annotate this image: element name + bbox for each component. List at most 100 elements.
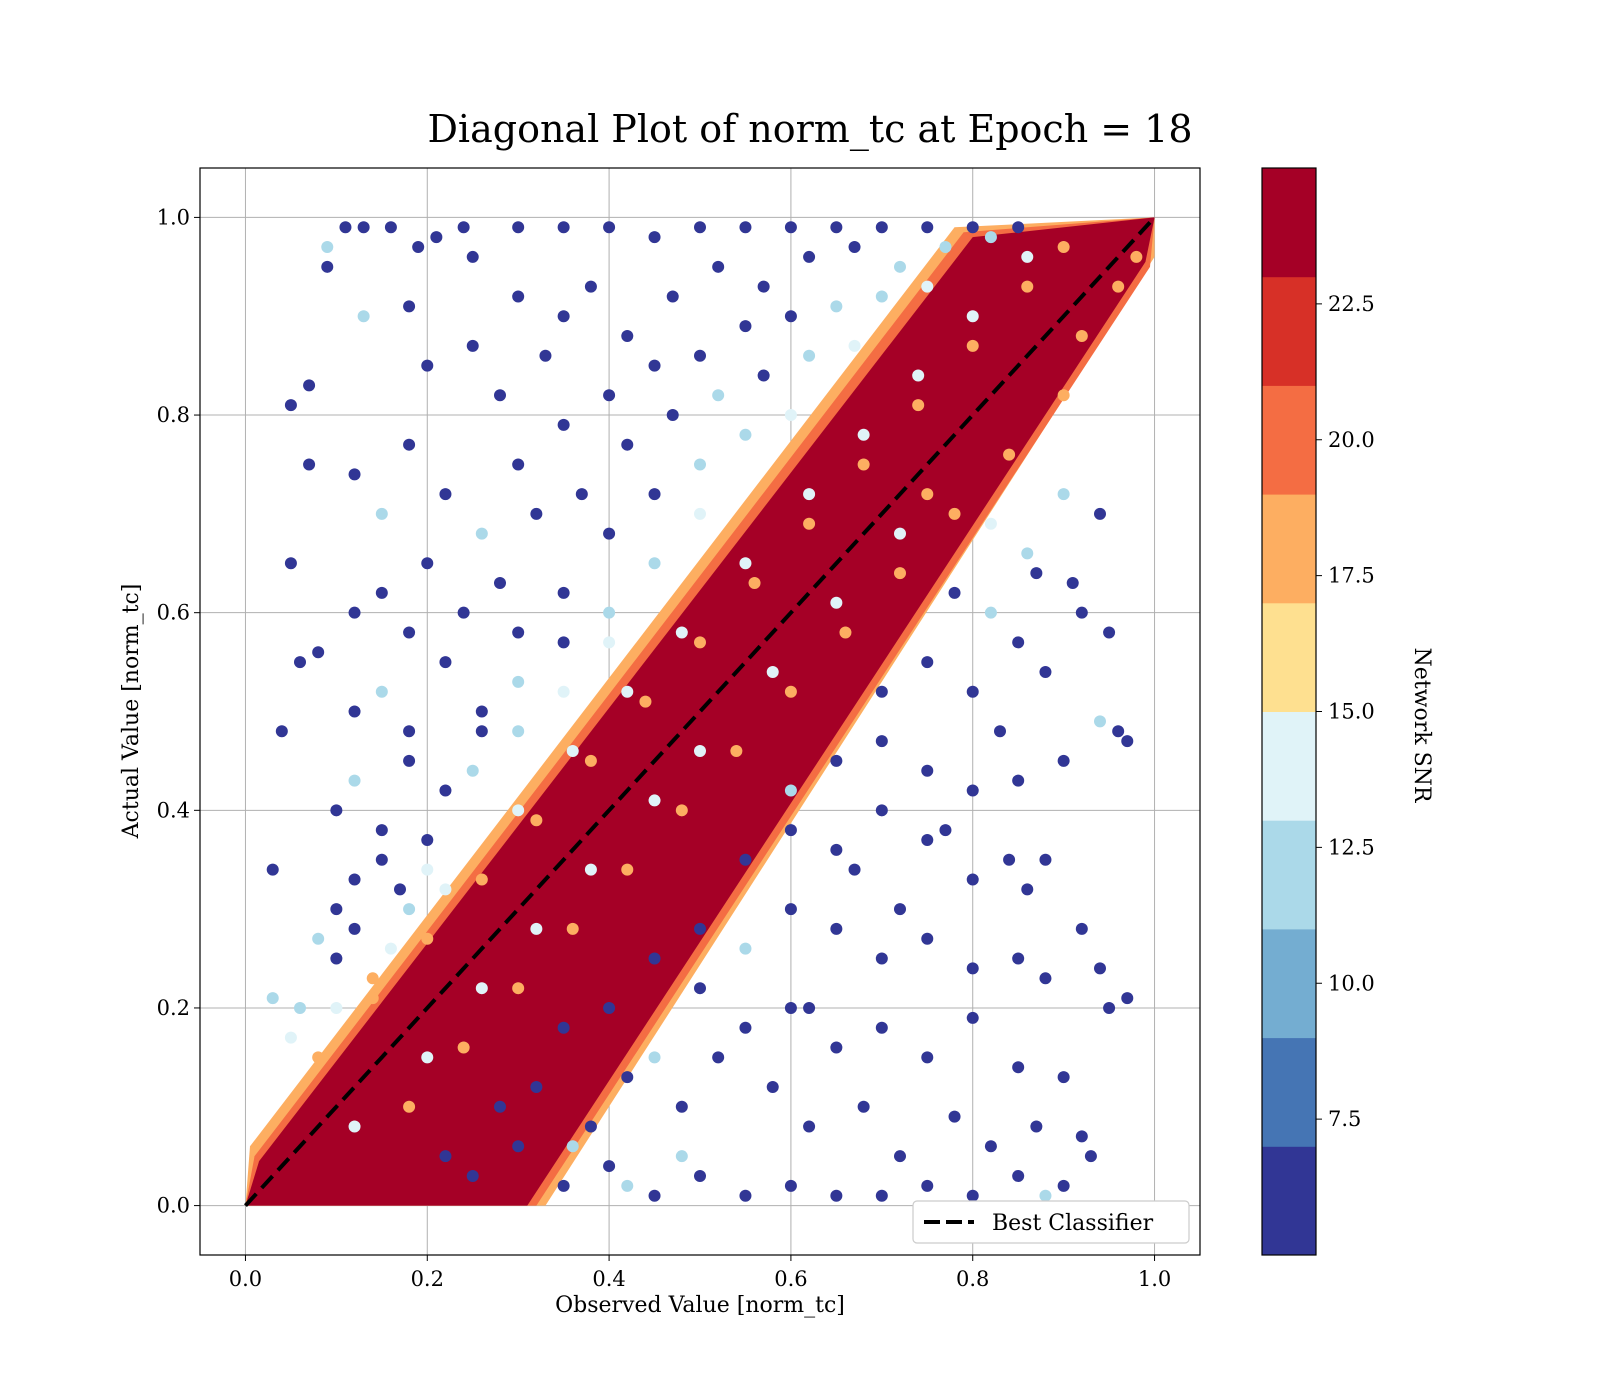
- data-point-22: [694, 221, 706, 234]
- data-point-268: [966, 339, 979, 352]
- data-point-239: [330, 1001, 343, 1014]
- data-point-229: [621, 685, 634, 698]
- data-point-119: [512, 1140, 525, 1153]
- data-point-32: [512, 290, 525, 303]
- data-point-182: [784, 784, 797, 797]
- data-point-115: [284, 1031, 297, 1044]
- data-point-198: [1103, 626, 1116, 639]
- data-point-174: [784, 824, 797, 837]
- data-point-177: [921, 833, 934, 846]
- data-point-265: [803, 517, 816, 530]
- data-point-197: [1075, 606, 1088, 619]
- data-point-127: [875, 1189, 888, 1202]
- data-point-143: [948, 1110, 961, 1123]
- data-point-137: [675, 1100, 688, 1113]
- data-point-267: [912, 399, 925, 412]
- data-point-208: [894, 903, 906, 916]
- data-point-148: [603, 1001, 616, 1014]
- data-point-63: [403, 626, 416, 639]
- data-point-226: [348, 1120, 361, 1133]
- data-point-0: [339, 221, 352, 234]
- data-point-29: [1012, 221, 1025, 234]
- data-point-88: [348, 774, 361, 787]
- colorbar-segment-9: [1262, 168, 1316, 278]
- data-point-42: [848, 241, 861, 254]
- data-point-33: [557, 310, 570, 323]
- data-point-102: [421, 833, 434, 846]
- data-point-247: [675, 804, 688, 817]
- data-point-108: [330, 952, 343, 965]
- data-point-67: [530, 507, 543, 520]
- data-point-34: [494, 389, 506, 402]
- data-point-241: [1003, 448, 1016, 461]
- data-point-210: [994, 725, 1006, 738]
- data-point-188: [1057, 754, 1070, 767]
- data-point-219: [766, 665, 779, 678]
- data-point-4: [303, 458, 316, 471]
- data-point-49: [439, 488, 452, 501]
- data-point-186: [966, 784, 979, 797]
- data-point-20: [603, 221, 616, 234]
- data-point-60: [921, 280, 934, 293]
- data-point-166: [875, 952, 888, 965]
- data-point-199: [948, 586, 961, 599]
- data-point-255: [1130, 250, 1143, 263]
- data-point-93: [512, 675, 525, 688]
- data-point-245: [784, 685, 797, 698]
- data-point-175: [830, 843, 843, 856]
- data-point-71: [712, 389, 725, 402]
- colorbar-segment-3: [1262, 820, 1316, 930]
- data-point-125: [784, 1179, 797, 1192]
- data-point-191: [1121, 735, 1134, 748]
- data-point-65: [457, 606, 470, 619]
- data-point-263: [694, 636, 706, 649]
- data-point-110: [294, 1001, 306, 1014]
- data-point-35: [539, 349, 552, 362]
- data-point-13: [430, 231, 443, 244]
- data-point-145: [1030, 1120, 1043, 1133]
- data-point-50: [475, 527, 488, 540]
- data-point-106: [603, 636, 616, 649]
- data-point-10: [357, 221, 370, 234]
- colorbar-segment-7: [1262, 385, 1316, 495]
- data-point-112: [403, 903, 416, 916]
- data-point-81: [557, 586, 570, 599]
- data-point-165: [830, 922, 843, 935]
- data-point-154: [875, 1021, 888, 1034]
- legend: Best Classifier: [912, 1200, 1190, 1244]
- data-point-213: [566, 1140, 579, 1153]
- data-point-135: [584, 1120, 597, 1133]
- data-point-130: [1012, 1169, 1025, 1182]
- data-point-26: [875, 221, 888, 234]
- data-point-139: [766, 1081, 779, 1094]
- data-point-270: [1057, 241, 1070, 254]
- data-point-87: [330, 804, 343, 817]
- data-point-84: [694, 458, 706, 471]
- data-point-214: [621, 1179, 634, 1192]
- data-point-77: [403, 725, 416, 738]
- data-point-248: [621, 863, 634, 876]
- data-point-66: [494, 577, 506, 590]
- data-point-141: [857, 1100, 870, 1113]
- data-point-46: [348, 468, 361, 481]
- data-point-128: [921, 1179, 934, 1192]
- data-point-129: [966, 1189, 979, 1202]
- colorbar-tick-label-3: 15.0: [1328, 700, 1375, 724]
- data-point-16: [403, 300, 416, 313]
- data-point-103: [466, 764, 479, 777]
- data-point-144: [984, 1140, 997, 1153]
- data-point-116: [321, 241, 334, 254]
- x-axis-ticks: 0.0 0.2 0.4 0.6 0.8 1.0: [229, 1255, 1171, 1291]
- x-tick-label-0: 0.0: [229, 1267, 262, 1291]
- data-point-169: [1012, 952, 1025, 965]
- data-point-7: [312, 646, 325, 659]
- y-tick-label-3: 0.6: [157, 601, 190, 625]
- data-point-167: [921, 932, 934, 945]
- data-point-193: [921, 656, 934, 669]
- data-point-209: [939, 824, 952, 837]
- data-point-180: [1021, 883, 1034, 896]
- data-point-105: [557, 685, 570, 698]
- data-point-171: [1075, 922, 1088, 935]
- data-point-236: [1021, 250, 1034, 263]
